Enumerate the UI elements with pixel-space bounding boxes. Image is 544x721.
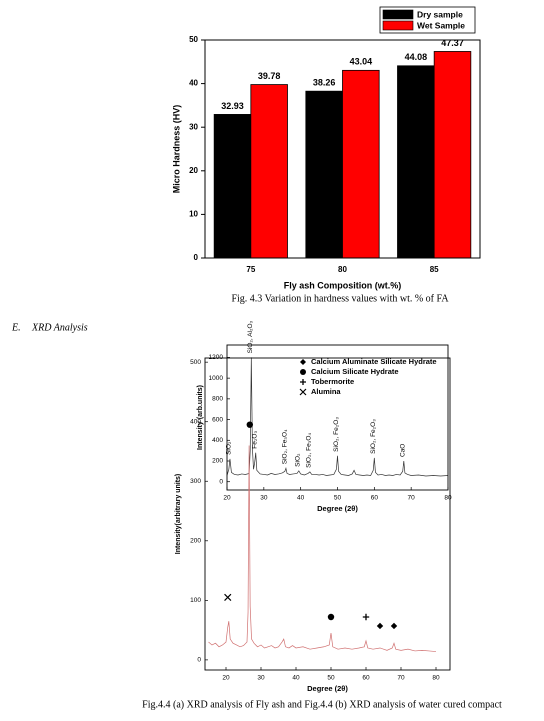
peak-label: SiO₂, Fe₂O₃ [370, 419, 377, 454]
bar [250, 84, 288, 259]
plot-frame [204, 39, 481, 259]
x-tick-label: 75 [246, 265, 255, 274]
marker [300, 379, 306, 385]
x-tick-label: 50 [334, 495, 342, 502]
section-number: E. [11, 322, 21, 333]
value-label: 38.26 [313, 78, 336, 88]
legend-label: Alumina [311, 387, 341, 396]
value-label: 43.04 [350, 57, 373, 67]
value-label: 44.08 [405, 52, 428, 62]
plot-frame [226, 344, 449, 491]
bar [305, 90, 343, 259]
y-tick-label: 10 [189, 210, 198, 219]
y-tick-label: 20 [189, 166, 198, 175]
y-tick-label: 50 [189, 35, 198, 44]
x-axis-label: Degree (2θ) [317, 504, 358, 513]
x-tick-label: 30 [260, 495, 268, 502]
peak-label: SiO₂ [295, 453, 302, 467]
x-tick-label: 70 [408, 495, 416, 502]
bar [213, 114, 252, 259]
legend-swatch [382, 20, 414, 31]
value-label: 32.93 [221, 101, 244, 111]
y-tick-label: 200 [212, 458, 223, 465]
peak-label: SiO₂ [226, 441, 233, 455]
legend-label: Tobermorite [311, 377, 354, 386]
x-tick-label: 85 [430, 265, 439, 274]
peak-label: SiO₂, Fe₂O₃ [333, 417, 340, 452]
section-title: XRD Analysis [31, 322, 88, 333]
legend-label: Wet Sample [417, 20, 465, 30]
x-axis-label: Degree (2θ) [307, 684, 348, 693]
x-tick-label: 60 [362, 675, 370, 682]
y-tick-label: 100 [190, 597, 201, 604]
legend-swatch [382, 9, 414, 20]
figure-caption: Fig. 4.3 Variation in hardness values wi… [231, 293, 449, 304]
bar [397, 65, 435, 259]
bar [342, 69, 380, 259]
y-tick-label: 500 [190, 359, 201, 366]
y-tick-label: 800 [212, 396, 223, 403]
marker [376, 622, 384, 630]
y-axis-label: Intensity (arb.units) [197, 385, 204, 450]
peak-label: SiO₂, Al₂O₃ [247, 320, 254, 353]
y-tick-label: 0 [219, 478, 223, 485]
y-tick-label: 200 [190, 538, 201, 545]
plot-frame [204, 357, 451, 671]
marker [300, 369, 306, 375]
bar [433, 51, 472, 259]
peak-label: SiO₂, Fe₃O₄ [306, 433, 313, 468]
y-tick-label: 40 [189, 79, 198, 88]
marker [246, 421, 253, 428]
value-label: 47.37 [441, 38, 464, 48]
legend-label: Dry sample [417, 9, 463, 19]
x-axis-label: Fly ash Composition (wt.%) [284, 280, 402, 290]
y-tick-label: 400 [212, 437, 223, 444]
peak-label: CaO [400, 444, 407, 457]
y-axis-label: Intensity(arbitrary units) [175, 474, 182, 555]
y-tick-label: 400 [190, 418, 201, 425]
x-tick-label: 20 [223, 495, 231, 502]
figure-caption: Fig.4.4 (a) XRD analysis of Fly ash and … [142, 699, 502, 710]
peak-label: SiO₂, Fe₃O₄ [282, 429, 289, 464]
y-tick-label: 0 [194, 253, 199, 262]
y-tick-label: 600 [212, 416, 223, 423]
x-tick-label: 20 [222, 675, 230, 682]
y-tick-label: 0 [197, 657, 201, 664]
x-tick-label: 40 [297, 495, 305, 502]
legend-label: Calcium Silicate Hydrate [311, 367, 399, 376]
x-tick-label: 80 [338, 265, 347, 274]
y-tick-label: 1000 [209, 375, 224, 382]
spectrum-line [226, 357, 449, 477]
x-tick-label: 30 [257, 675, 265, 682]
marker [327, 613, 335, 621]
x-tick-label: 50 [327, 675, 335, 682]
y-tick-label: 30 [189, 122, 198, 131]
peak-label: Fe₂O₃ [251, 431, 258, 449]
value-label: 39.78 [258, 71, 281, 81]
y-axis-label: Micro Hardness (HV) [171, 105, 181, 194]
x-tick-label: 70 [397, 675, 405, 682]
spectrum-line [208, 445, 437, 652]
y-tick-label: 300 [190, 478, 201, 485]
marker [362, 613, 370, 621]
marker [224, 593, 232, 601]
marker [390, 622, 398, 630]
x-tick-label: 40 [292, 675, 300, 682]
marker [300, 359, 306, 365]
legend-label: Calcium Aluminate Silicate Hydrate [311, 357, 437, 366]
x-tick-label: 80 [444, 495, 452, 502]
marker [299, 388, 307, 396]
x-tick-label: 60 [371, 495, 379, 502]
x-tick-label: 80 [432, 675, 440, 682]
